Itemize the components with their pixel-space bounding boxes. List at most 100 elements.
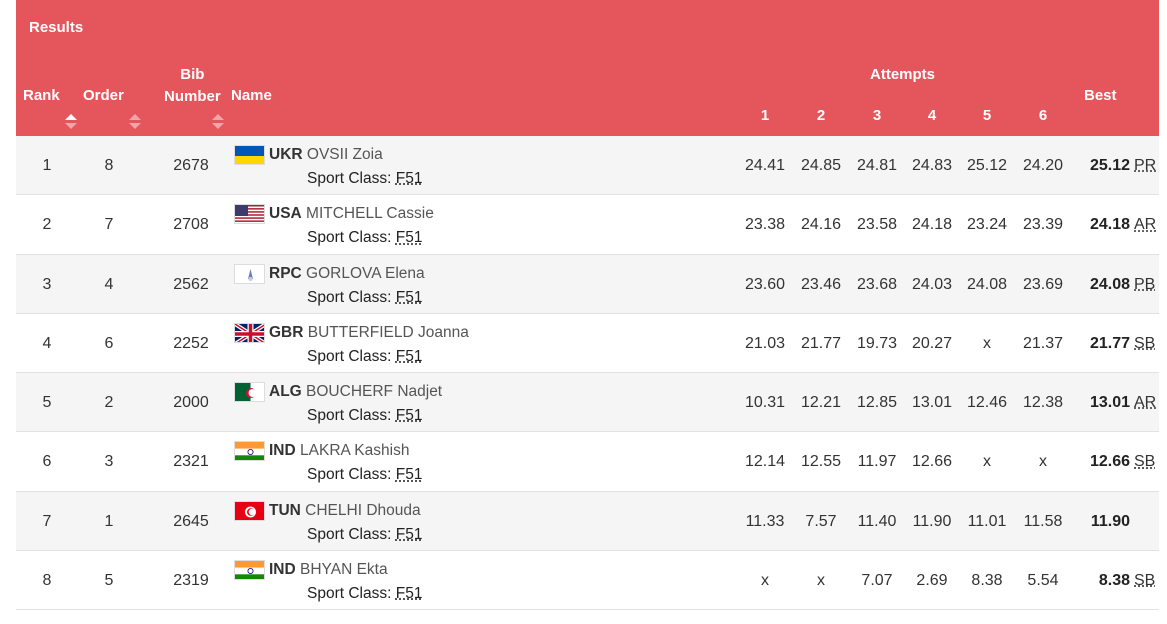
sport-class-label: Sport Class: xyxy=(307,584,392,602)
attempt-4-cell: 20.27 xyxy=(911,334,953,352)
bib-cell: 2645 xyxy=(173,512,209,530)
attempt-6-cell: 21.37 xyxy=(1022,334,1064,352)
best-cell: 25.12 xyxy=(1089,157,1130,174)
record-abbr[interactable]: AR xyxy=(1134,216,1157,234)
sort-bib-icon[interactable] xyxy=(211,114,225,132)
ind-flag-icon xyxy=(234,559,265,580)
attempt-4-header: 4 xyxy=(927,107,937,124)
attempt-1-cell: x xyxy=(761,571,769,589)
order-column-header[interactable]: Order xyxy=(83,87,124,104)
table-row: 8 5 2319 IND BHYAN Ekta Sport Class: F51 x x 7.… xyxy=(16,550,1159,610)
athlete-name[interactable]: IND LAKRA Kashish xyxy=(269,441,409,461)
athlete-name[interactable]: UKR OVSII Zoia xyxy=(269,145,383,165)
athlete-name[interactable]: RPC GORLOVA Elena xyxy=(269,264,425,284)
attempt-5-cell: 11.01 xyxy=(967,512,1007,530)
record-abbr[interactable]: SB xyxy=(1134,453,1156,471)
bib-cell: 2319 xyxy=(173,571,209,589)
sort-rank-icon[interactable] xyxy=(64,114,78,132)
attempt-2-cell: 7.57 xyxy=(805,512,837,530)
attempt-2-cell: 24.85 xyxy=(800,157,842,174)
bib-column-header[interactable]: Bib Number xyxy=(164,64,221,108)
bib-cell: 2562 xyxy=(173,275,209,293)
attempt-3-header: 3 xyxy=(872,107,882,124)
attempt-4-cell: 24.83 xyxy=(911,157,953,174)
sort-order-icon[interactable] xyxy=(128,114,142,132)
name-column-header: Name xyxy=(231,87,272,104)
attempt-5-cell: 23.24 xyxy=(966,216,1008,234)
attempt-2-cell: 24.16 xyxy=(800,216,842,234)
attempt-3-cell: 12.85 xyxy=(856,394,898,411)
attempt-1-cell: 23.60 xyxy=(744,275,786,293)
table-row: 4 6 2252 GBR BUTTERFIELD Joanna Sport Class:… xyxy=(16,313,1159,373)
sport-class-value[interactable]: F51 xyxy=(395,170,423,187)
attempt-6-cell: 11.58 xyxy=(1023,512,1063,530)
attempt-6-cell: 23.39 xyxy=(1022,216,1064,234)
attempt-2-cell: x xyxy=(817,571,825,589)
sport-class: Sport Class: F51 xyxy=(307,288,422,308)
sport-class-value[interactable]: F51 xyxy=(395,407,423,424)
attempt-4-cell: 24.03 xyxy=(911,275,953,293)
order-cell: 8 xyxy=(104,157,114,174)
record-abbr[interactable]: SB xyxy=(1134,334,1156,352)
attempt-3-cell: 11.97 xyxy=(857,453,897,471)
sport-class-value[interactable]: F51 xyxy=(395,347,423,365)
athlete-name[interactable]: IND BHYAN Ekta xyxy=(269,560,388,580)
athlete-name-text: LAKRA Kashish xyxy=(300,442,410,460)
sport-class-value[interactable]: F51 xyxy=(395,584,423,602)
athlete-name[interactable]: GBR BUTTERFIELD Joanna xyxy=(269,323,469,343)
rank-cell: 3 xyxy=(42,275,52,293)
attempt-2-cell: 12.55 xyxy=(800,453,842,471)
sport-class-label: Sport Class: xyxy=(307,525,392,543)
best-cell: 21.77 xyxy=(1089,334,1130,352)
attempt-1-cell: 12.14 xyxy=(744,453,786,471)
sport-class: Sport Class: F51 xyxy=(307,169,422,189)
bib-cell: 2252 xyxy=(173,334,209,352)
attempt-6-cell: 5.54 xyxy=(1027,571,1059,589)
athlete-name[interactable]: USA MITCHELL Cassie xyxy=(269,204,434,224)
sport-class: Sport Class: F51 xyxy=(307,347,422,367)
athlete-name[interactable]: ALG BOUCHERF Nadjet xyxy=(269,382,442,402)
tun-flag-icon xyxy=(234,500,265,521)
best-column-header: Best xyxy=(1084,87,1117,104)
attempt-1-cell: 24.41 xyxy=(744,157,786,174)
athlete-name-text: BOUCHERF Nadjet xyxy=(306,383,443,400)
bib-cell: 2321 xyxy=(173,453,209,471)
rank-cell: 5 xyxy=(42,394,52,411)
record-abbr[interactable]: PB xyxy=(1134,275,1156,293)
attempt-4-cell: 11.90 xyxy=(912,512,952,530)
sport-class: Sport Class: F51 xyxy=(307,525,422,545)
attempt-3-cell: 7.07 xyxy=(861,571,893,589)
sport-class-value[interactable]: F51 xyxy=(395,288,423,306)
attempt-6-header: 6 xyxy=(1038,107,1048,124)
country-code: IND xyxy=(269,560,296,578)
athlete-name-text: BHYAN Ekta xyxy=(300,560,388,578)
athlete-name-text: GORLOVA Elena xyxy=(306,264,425,282)
sport-class-value[interactable]: F51 xyxy=(395,525,423,543)
table-row: 2 7 2708 USA MITCHELL Cassie Sport Class: F5… xyxy=(16,195,1159,255)
bib-header-line2: Number xyxy=(164,88,221,105)
record-abbr[interactable]: SB xyxy=(1134,571,1156,589)
rank-column-header[interactable]: Rank xyxy=(23,87,60,104)
attempt-3-cell: 11.40 xyxy=(857,512,897,530)
record-abbr[interactable]: AR xyxy=(1134,394,1157,411)
attempt-5-cell: 24.08 xyxy=(966,275,1008,293)
sport-class-value[interactable]: F51 xyxy=(395,229,423,247)
attempt-1-cell: 23.38 xyxy=(744,216,786,234)
record-abbr[interactable]: PR xyxy=(1134,157,1157,174)
rank-cell: 1 xyxy=(42,157,52,174)
attempt-1-cell: 10.31 xyxy=(744,394,786,411)
attempt-5-cell: 25.12 xyxy=(966,157,1008,174)
sport-class-label: Sport Class: xyxy=(307,229,392,247)
attempt-6-cell: 12.38 xyxy=(1022,394,1064,411)
table-row: 3 4 2562 RPC GORLOVA Elena Sport Class: F51 2… xyxy=(16,254,1159,314)
ind-flag-icon xyxy=(234,441,265,462)
table-row: 5 2 2000 ALG BOUCHERF Nadjet Sport Class: F5… xyxy=(16,373,1159,433)
sport-class-value[interactable]: F51 xyxy=(395,466,423,484)
attempt-1-cell: 11.33 xyxy=(745,512,785,530)
order-cell: 1 xyxy=(104,512,114,530)
athlete-name-text: BUTTERFIELD Joanna xyxy=(307,323,469,341)
athlete-name[interactable]: TUN CHELHI Dhouda xyxy=(269,501,421,521)
order-cell: 4 xyxy=(104,275,114,293)
results-body: 1 8 2678 UKR OVSII Zoia Sport Class: F51 24.4… xyxy=(16,136,1159,610)
attempt-1-header: 1 xyxy=(760,107,770,124)
